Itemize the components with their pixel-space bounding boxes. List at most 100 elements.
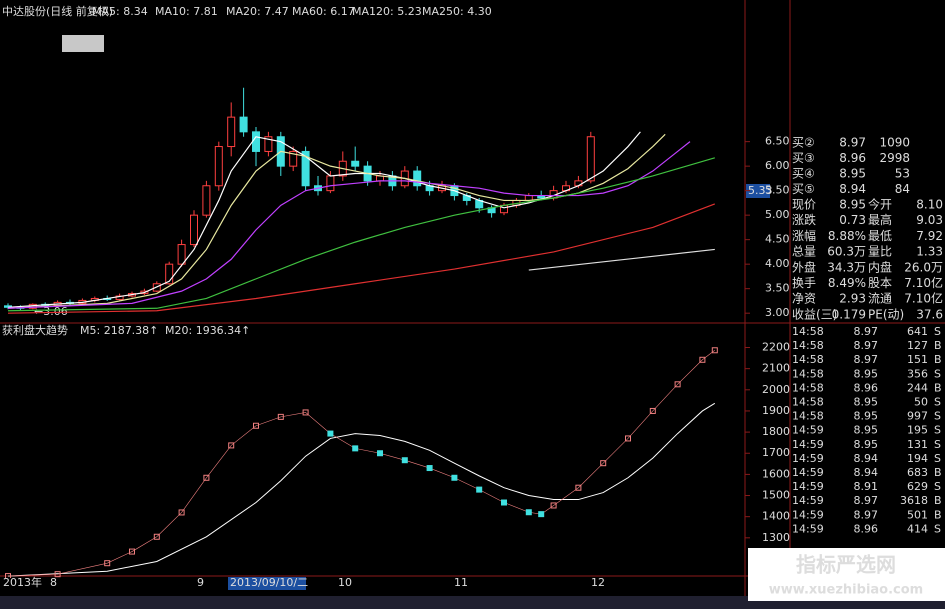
stat-label: 外盘: [792, 259, 816, 274]
stat-value: 7.92: [916, 229, 943, 243]
bid-price: 8.94: [839, 182, 866, 196]
legend-entry: M5: 2187.38↑: [80, 324, 158, 337]
tab-bar[interactable]: [0, 596, 945, 609]
series-line: [7, 157, 715, 312]
bid-label: 买②: [792, 136, 815, 150]
stat-value: 0.179: [832, 307, 866, 321]
trade-time: 14:58: [792, 396, 824, 409]
candle-body: [264, 136, 273, 152]
trade-price: 8.97: [854, 508, 879, 521]
series-line: [528, 248, 715, 271]
watermark-title: 指标严选网: [796, 553, 896, 577]
x-label: 11: [454, 576, 468, 589]
bid-volume: 84: [895, 182, 910, 196]
legend-entry: MA10: 7.81: [155, 5, 218, 18]
x-label: 10: [338, 576, 352, 589]
candle-body: [574, 180, 583, 187]
y-tick-label: 5.50: [765, 184, 790, 197]
stat-value: 0.73: [839, 213, 866, 227]
indicator-point: [277, 413, 284, 420]
candle-body: [326, 175, 335, 192]
trade-volume: 151: [907, 353, 928, 366]
trade-volume: 414: [907, 522, 928, 535]
trade-volume: 50: [914, 396, 928, 409]
trade-time: 14:58: [792, 410, 824, 423]
trade-time: 14:59: [792, 466, 824, 479]
stat-label: 现价: [792, 198, 816, 212]
indicator-point: [451, 474, 458, 481]
trade-volume: 244: [907, 381, 928, 394]
trade-volume: 683: [907, 466, 928, 479]
bid-price: 8.96: [839, 151, 866, 165]
bid-volume: 1090: [879, 136, 910, 150]
price-pane: [4, 87, 716, 314]
stat-label: 量比: [868, 245, 892, 259]
trade-price: 8.95: [854, 396, 879, 409]
indicator-point: [600, 460, 607, 467]
trade-price: 8.97: [854, 494, 879, 507]
stat-label: 涨幅: [792, 228, 816, 243]
candle-body: [214, 146, 223, 187]
indicator-point: [625, 435, 631, 442]
stat-label: 换手: [792, 276, 816, 290]
y-tick-label: 1800: [762, 425, 790, 438]
stat-value: 7.10亿: [904, 275, 943, 290]
trade-price: 8.97: [854, 353, 879, 366]
trade-side: B: [934, 494, 942, 507]
x-label: 8: [50, 576, 57, 589]
indicator-point: [228, 442, 235, 449]
bid-label: 买⑤: [792, 182, 815, 196]
trade-time: 14:59: [792, 480, 824, 493]
x-label: 2013年: [3, 575, 42, 589]
trade-volume: 641: [907, 325, 928, 338]
bid-label: 买④: [792, 167, 815, 181]
trade-time: 14:58: [792, 367, 824, 380]
stat-label: 内盘: [868, 259, 892, 274]
trade-price: 8.94: [854, 452, 879, 465]
stat-value: 8.95: [839, 198, 866, 212]
stat-label: 涨跌: [792, 212, 816, 227]
cursor-label: 5.33: [748, 184, 773, 197]
x-label: 12: [591, 576, 605, 589]
trade-time: 14:58: [792, 353, 824, 366]
trade-side: S: [934, 325, 941, 338]
stock-title: 中达股份(日线 前复权): [2, 4, 113, 18]
candle-body: [351, 160, 360, 167]
candle-body: [190, 214, 198, 246]
stat-label: 最高: [868, 212, 892, 227]
legend-entry: MA250: 4.30: [422, 5, 492, 18]
legend-entry: MA120: 5.23: [352, 5, 422, 18]
indicator-point: [674, 381, 681, 388]
trade-price: 8.95: [854, 424, 879, 437]
trade-time: 14:59: [792, 438, 824, 451]
watermark-box: [748, 548, 945, 601]
stat-label: 总量: [792, 245, 816, 259]
indicator-point: [699, 356, 706, 363]
trade-side: S: [934, 480, 941, 493]
legend-entry: MA60: 6.17: [292, 5, 355, 18]
trade-price: 8.97: [854, 325, 879, 338]
button[interactable]: [62, 35, 104, 52]
cursor-box: [746, 184, 770, 198]
trade-volume: 194: [907, 452, 928, 465]
candle-body: [177, 244, 186, 265]
candle-body: [202, 185, 211, 216]
bid-price: 8.97: [839, 136, 866, 150]
y-tick-label: 2000: [762, 383, 790, 396]
trade-price: 8.95: [854, 410, 879, 423]
indicator-point: [550, 502, 557, 509]
trade-side: B: [934, 339, 942, 352]
trade-side: B: [934, 381, 942, 394]
trade-side: B: [934, 353, 942, 366]
trade-price: 8.95: [854, 438, 879, 451]
candle-body: [239, 116, 248, 133]
trade-time: 14:58: [792, 325, 824, 338]
y-tick-label: 2200: [762, 341, 790, 354]
indicator-point: [54, 571, 61, 578]
indicator-point: [401, 457, 408, 464]
y-tick-label: 3.00: [765, 306, 790, 319]
y-tick-label: 1400: [762, 510, 790, 523]
trade-side: S: [934, 367, 941, 380]
indicator-point: [352, 445, 359, 452]
